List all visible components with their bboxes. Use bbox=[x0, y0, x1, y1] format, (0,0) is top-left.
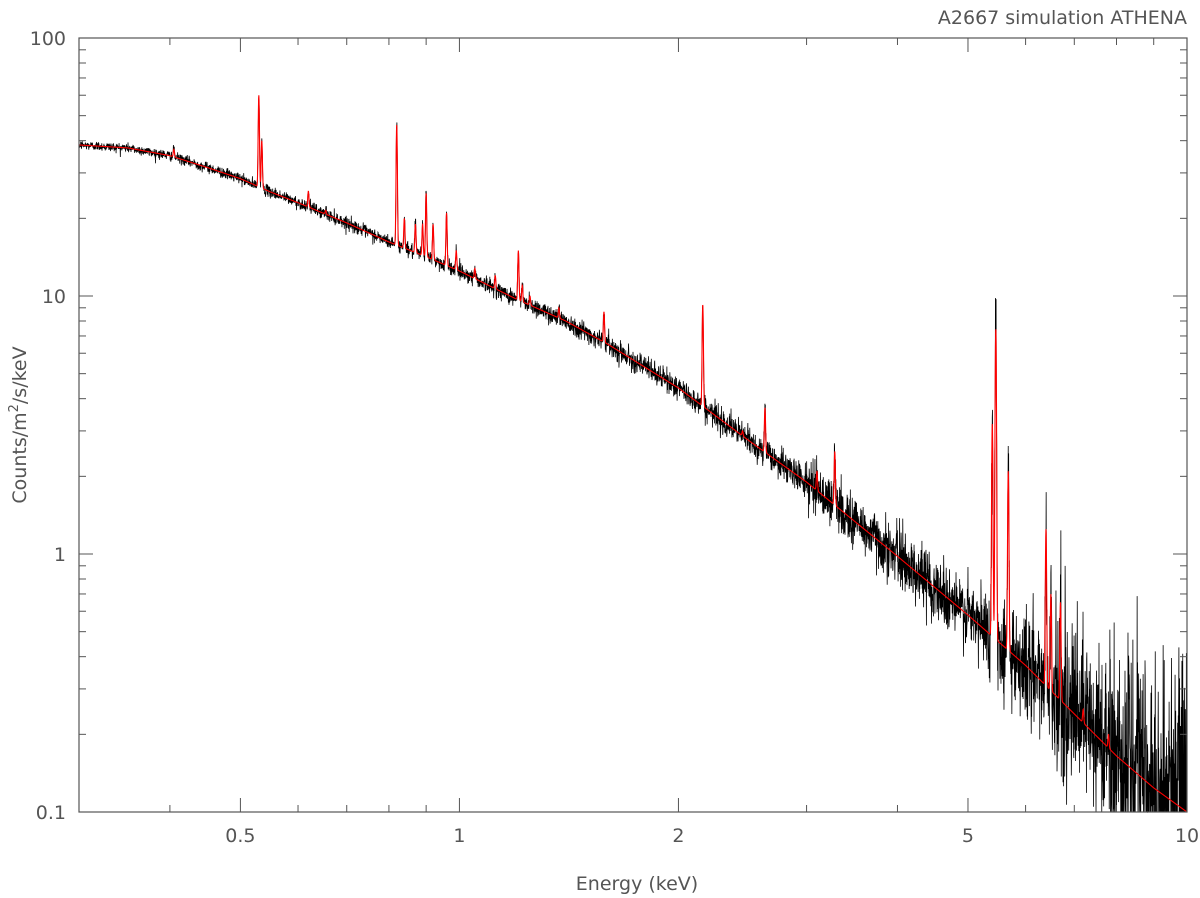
chart-title: A2667 simulation ATHENA bbox=[938, 7, 1187, 29]
x-tick-label: 2 bbox=[672, 825, 684, 847]
y-axis-label-sup: 2 bbox=[7, 404, 22, 412]
x-tick-label: 10 bbox=[1175, 825, 1199, 847]
x-tick-label: 1 bbox=[453, 825, 465, 847]
data-layer bbox=[78, 97, 1188, 814]
y-axis-label-main: Counts/m bbox=[9, 412, 31, 503]
y-tick-label: 100 bbox=[30, 28, 66, 50]
tick-layer: 0.5 1 2 5 10 0.1 1 10 100 bbox=[30, 28, 1199, 847]
x-axis-label: Energy (keV) bbox=[576, 873, 698, 895]
x-tick-label: 5 bbox=[962, 825, 974, 847]
y-tick-label: 1 bbox=[54, 544, 66, 566]
plot-frame bbox=[78, 37, 1188, 813]
x-tick-label: 0.5 bbox=[225, 825, 255, 847]
model-layer bbox=[78, 95, 1188, 813]
data-series-line bbox=[78, 97, 1188, 814]
y-tick-label: 0.1 bbox=[36, 802, 66, 824]
y-axis-label: Counts/m2/s/keV bbox=[7, 346, 31, 503]
y-axis-label-rest: /s/keV bbox=[9, 346, 31, 404]
y-tick-label: 10 bbox=[42, 286, 66, 308]
model-series-line bbox=[78, 95, 1188, 813]
